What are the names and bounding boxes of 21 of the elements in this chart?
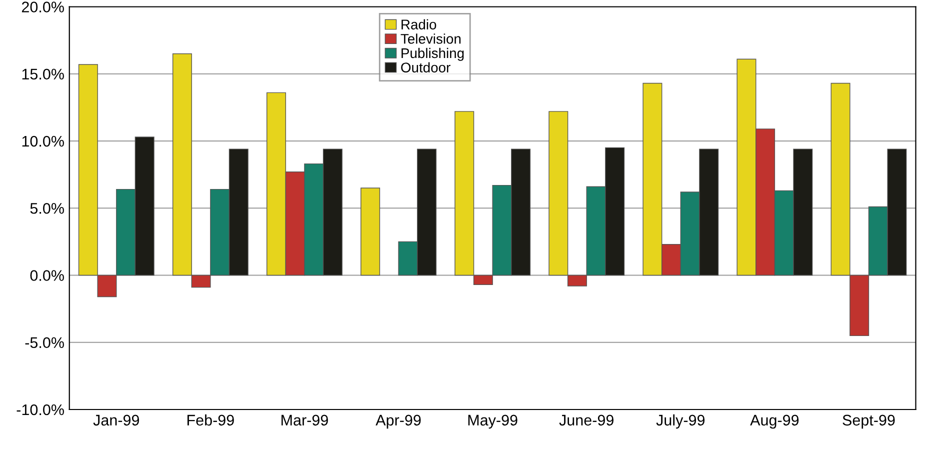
legend-label: Radio	[402, 19, 436, 30]
y-tick-label: 0.0%	[30, 270, 64, 281]
x-tick-label: Sept-99	[842, 414, 895, 429]
y-tick-label: 10.0%	[22, 136, 64, 147]
x-tick-label: Jan-99	[93, 414, 140, 426]
legend-label: Outdoor	[401, 62, 450, 72]
x-tick-label: Mar-99	[282, 414, 328, 426]
x-tick-label: June-99	[559, 414, 614, 426]
legend-label: Publishing	[402, 48, 464, 61]
y-tick-label: -10.0%	[16, 404, 64, 416]
y-tick-label: -5.0%	[25, 337, 64, 348]
legend-label: Television	[400, 34, 461, 44]
y-tick-label: 15.0%	[22, 68, 64, 80]
x-tick-label: Aug-99	[750, 414, 799, 429]
y-tick-label: 5.0%	[30, 202, 64, 214]
x-tick-label: Apr-99	[376, 414, 421, 429]
x-tick-label: May-99	[468, 414, 518, 429]
y-tick-label: 20.0%	[22, 2, 64, 12]
x-tick-label: July-99	[656, 414, 705, 429]
bar	[360, 188, 380, 276]
x-tick-label: Feb-99	[187, 414, 234, 426]
